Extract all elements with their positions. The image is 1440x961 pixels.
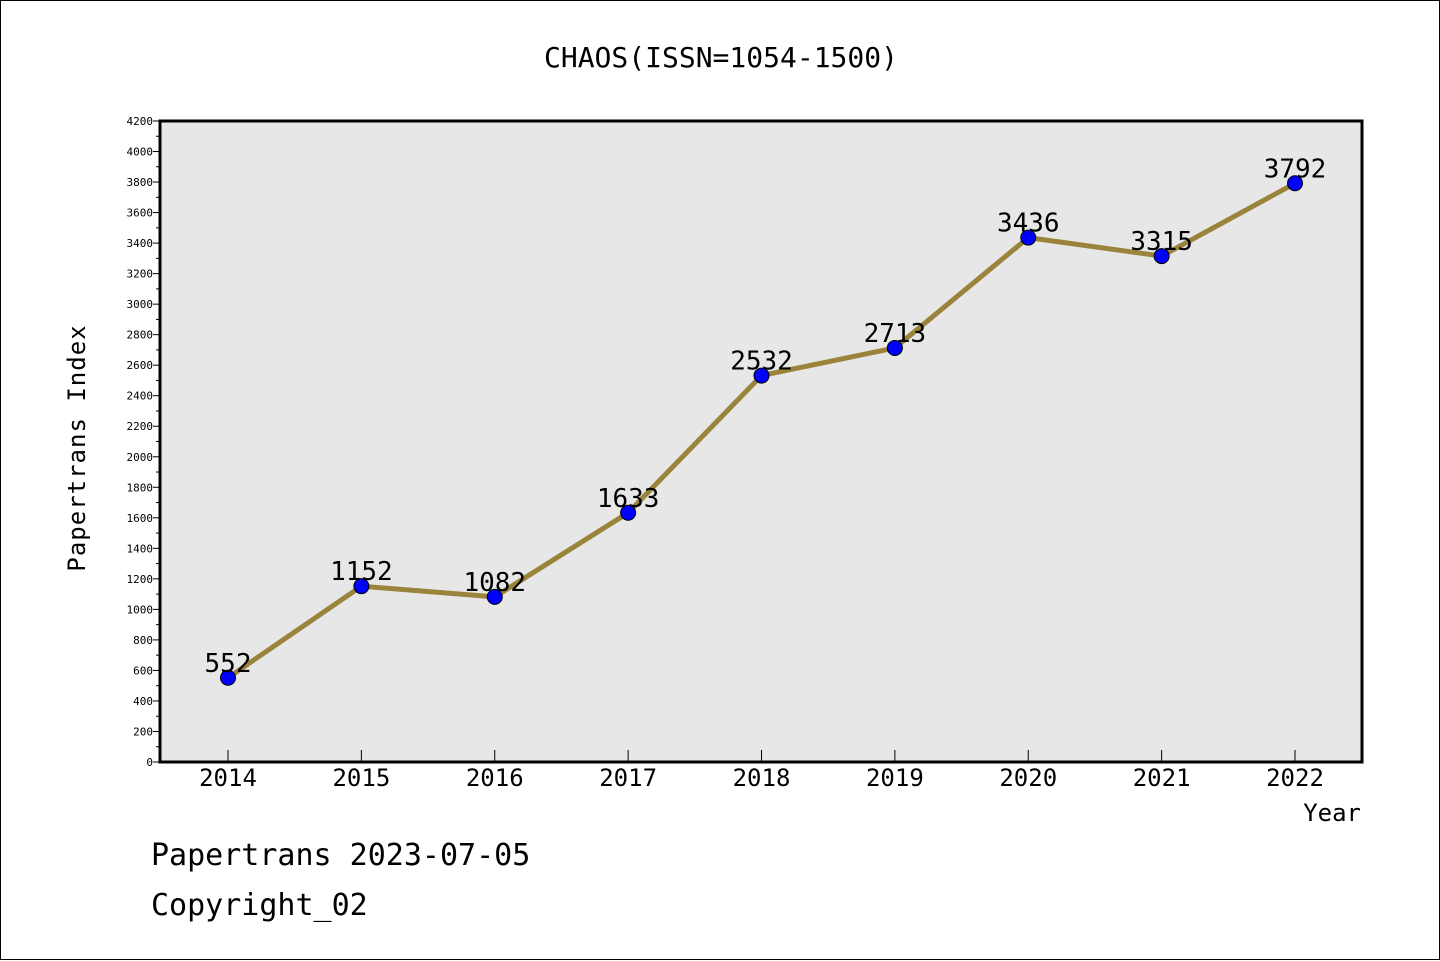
data-point-marker xyxy=(620,504,637,521)
x-axis-label: Year xyxy=(1303,799,1361,827)
y-tick-label: 200 xyxy=(133,725,153,738)
data-point-marker xyxy=(753,367,770,384)
chart-title: CHAOS(ISSN=1054-1500) xyxy=(544,41,898,74)
y-tick-label: 3400 xyxy=(127,237,154,250)
y-tick-label: 2200 xyxy=(127,420,154,433)
data-point-marker xyxy=(1153,248,1170,265)
data-point-marker xyxy=(486,588,503,605)
data-label: 2713 xyxy=(864,319,927,349)
y-tick-label: 400 xyxy=(133,695,153,708)
y-tick-label: 0 xyxy=(146,756,153,769)
data-point-marker xyxy=(220,669,236,686)
x-tick-label: 2015 xyxy=(332,764,390,792)
data-point-marker xyxy=(1287,175,1303,192)
data-label: 3792 xyxy=(1264,154,1327,184)
footer-copyright: Copyright_02 xyxy=(151,888,368,923)
y-tick-label: 1200 xyxy=(127,573,154,586)
data-point-marker xyxy=(886,339,903,356)
y-tick-label: 2800 xyxy=(127,329,154,342)
y-tick-label: 1400 xyxy=(127,542,154,555)
y-tick-label: 4200 xyxy=(127,115,154,128)
data-label: 1152 xyxy=(330,557,393,587)
data-labels-group: 552 1152 1082 1633 2532 2713 3436 3315 3792 xyxy=(205,154,1327,678)
x-tick-label: 2020 xyxy=(999,764,1057,792)
x-tick-label: 2021 xyxy=(1133,764,1191,792)
x-tick-label: 2014 xyxy=(199,764,257,792)
x-tick-label: 2019 xyxy=(866,764,924,792)
y-axis: 0 200 400 600 800 1000 1200 1400 1600 1800 2000 220… xyxy=(127,115,160,769)
data-label: 552 xyxy=(205,649,252,679)
y-tick-label: 1800 xyxy=(127,481,154,494)
data-point-marker xyxy=(353,578,370,595)
x-tick-label: 2018 xyxy=(733,764,791,792)
data-label: 1082 xyxy=(463,568,526,598)
y-tick-label: 3200 xyxy=(127,268,154,281)
footer-date: Papertrans 2023-07-05 xyxy=(151,838,530,873)
data-label: 3315 xyxy=(1130,227,1193,257)
plot-area xyxy=(160,121,1362,762)
y-tick-label: 600 xyxy=(133,664,153,677)
series-line-group xyxy=(220,175,1303,686)
y-tick-label: 3000 xyxy=(127,298,154,311)
x-axis: 2014 2015 2016 2017 2018 2019 2020 2021 2022 xyxy=(199,750,1324,792)
data-label: 2532 xyxy=(730,347,793,377)
data-point-marker xyxy=(1020,229,1037,246)
y-tick-label: 1600 xyxy=(127,512,154,525)
y-tick-label: 4000 xyxy=(127,146,154,159)
y-tick-label: 1000 xyxy=(127,603,154,616)
x-tick-label: 2022 xyxy=(1266,764,1324,792)
plot-border xyxy=(158,119,1364,764)
y-tick-label: 2600 xyxy=(127,359,154,372)
y-tick-label: 3800 xyxy=(127,176,154,189)
data-label: 3436 xyxy=(997,209,1060,239)
x-tick-label: 2017 xyxy=(599,764,657,792)
y-tick-label: 2000 xyxy=(127,451,154,464)
y-tick-label: 2400 xyxy=(127,390,154,403)
y-tick-label: 3600 xyxy=(127,207,154,220)
y-axis-label: Papertrans Index xyxy=(63,324,91,571)
x-tick-label: 2016 xyxy=(466,764,524,792)
y-tick-label: 800 xyxy=(133,634,153,647)
data-label: 1633 xyxy=(597,484,660,514)
